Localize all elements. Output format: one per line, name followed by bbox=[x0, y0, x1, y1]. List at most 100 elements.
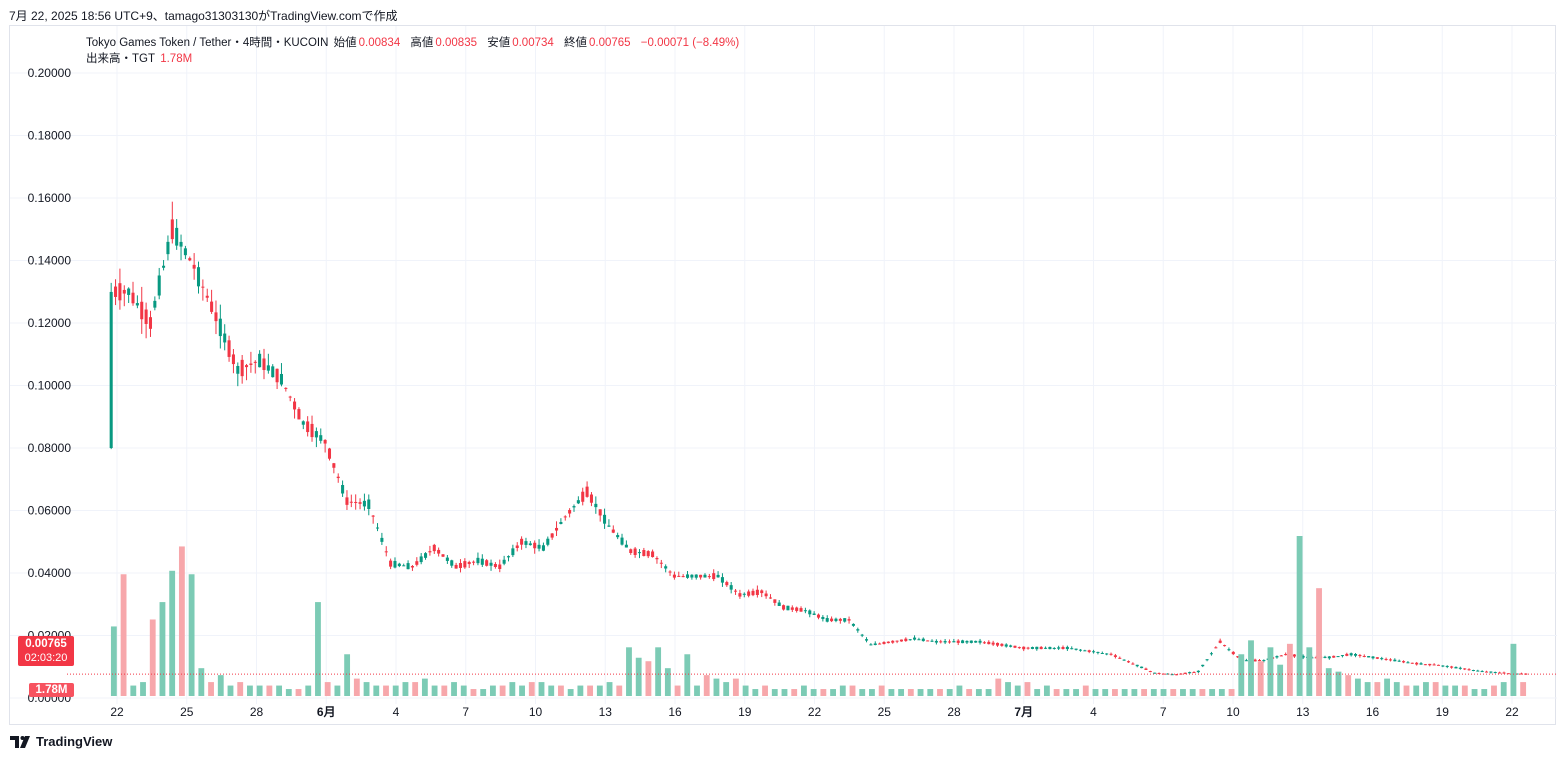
volume-bar bbox=[1131, 689, 1138, 696]
legend-ohlc-row: Tokyo Games Token / Tether・4時間・KUCOIN 始値… bbox=[86, 35, 746, 51]
candle-body bbox=[581, 491, 585, 502]
candle-body bbox=[467, 561, 471, 565]
candle-body bbox=[598, 509, 602, 516]
volume-bar bbox=[1267, 647, 1274, 696]
candle-body bbox=[472, 561, 476, 563]
legend-volume-row: 出来高・TGT 1.78M bbox=[86, 51, 746, 67]
legend-low-value: 0.00734 bbox=[512, 37, 554, 49]
candle-body bbox=[790, 607, 794, 610]
candle-body bbox=[1493, 672, 1497, 674]
candle-body bbox=[668, 571, 672, 573]
volume-bar bbox=[383, 685, 389, 696]
volume-bar bbox=[1374, 682, 1381, 696]
candle-body bbox=[585, 486, 589, 497]
volume-bar bbox=[1423, 682, 1429, 696]
candle-body bbox=[1048, 646, 1052, 650]
candle-body bbox=[419, 556, 423, 563]
volume-bar bbox=[927, 689, 934, 696]
x-tick-label: 22 bbox=[1505, 705, 1519, 719]
volume-bar bbox=[1121, 689, 1128, 696]
candle-body bbox=[1065, 646, 1069, 650]
candle-body bbox=[1009, 645, 1013, 647]
candle-body bbox=[803, 610, 807, 612]
volume-bar bbox=[392, 685, 399, 696]
candle-body bbox=[1057, 647, 1061, 649]
tradingview-brand: TradingView bbox=[36, 734, 113, 749]
candle-body bbox=[131, 292, 135, 304]
candle-body bbox=[393, 560, 397, 568]
candle-body bbox=[611, 529, 615, 533]
volume-bar bbox=[567, 689, 574, 696]
candle-body bbox=[747, 591, 751, 596]
volume-bar bbox=[946, 689, 953, 696]
candle-body bbox=[1284, 654, 1288, 656]
candle-body bbox=[589, 494, 593, 503]
volume-bar bbox=[276, 685, 283, 696]
volume-bar bbox=[966, 689, 973, 696]
candle-body bbox=[917, 639, 921, 641]
candle-body bbox=[196, 267, 201, 287]
x-tick-label: 22 bbox=[808, 705, 822, 719]
volume-bar bbox=[1199, 689, 1206, 696]
candle-body bbox=[624, 544, 628, 548]
candle-body bbox=[812, 613, 816, 615]
candle-body bbox=[541, 545, 545, 551]
candle-body bbox=[751, 590, 755, 596]
y-tick-label: 0.14000 bbox=[28, 254, 72, 268]
volume-bar bbox=[1209, 689, 1216, 696]
candle-body bbox=[1428, 663, 1432, 666]
volume-bar bbox=[1413, 685, 1420, 696]
candle-body bbox=[851, 623, 855, 626]
chart-frame[interactable]: 0.20000 0.18000 0.16000 0.14000 0.12000 0.100… bbox=[9, 25, 1557, 726]
candle-body bbox=[1231, 651, 1235, 655]
volume-bar bbox=[178, 546, 185, 696]
candle-body bbox=[135, 303, 139, 306]
volume-bar bbox=[470, 689, 477, 696]
tradingview-logo-icon bbox=[10, 735, 30, 748]
candle-body bbox=[389, 560, 393, 567]
candle-body bbox=[1236, 656, 1240, 658]
candle-body bbox=[463, 561, 467, 568]
volume-bar bbox=[1481, 689, 1488, 696]
candle-body bbox=[1052, 647, 1056, 649]
candle-body bbox=[952, 641, 956, 643]
volume-bar bbox=[489, 685, 496, 696]
volume-bar bbox=[859, 689, 866, 696]
volume-bar bbox=[742, 685, 749, 696]
candle-body bbox=[1022, 646, 1026, 650]
volume-bar bbox=[412, 682, 419, 696]
legend-symbol[interactable]: Tokyo Games Token / Tether・4時間・KUCOIN bbox=[86, 37, 329, 49]
candle-body bbox=[297, 409, 301, 420]
candle-body bbox=[1004, 644, 1008, 647]
volume-bar bbox=[1510, 643, 1517, 696]
candle-body bbox=[1078, 649, 1082, 651]
candle-body bbox=[895, 640, 899, 642]
volume-bar bbox=[353, 678, 360, 696]
candle-body bbox=[685, 574, 690, 578]
x-tick-label: 7 bbox=[1160, 705, 1167, 719]
candle-body bbox=[1148, 671, 1152, 673]
volume-bar bbox=[596, 685, 603, 696]
volume-bar bbox=[1073, 689, 1079, 696]
candle-body bbox=[969, 640, 973, 643]
volume-bar bbox=[120, 574, 127, 696]
candle-body bbox=[349, 501, 353, 503]
candle-body bbox=[122, 289, 126, 294]
candle-body bbox=[995, 642, 1000, 646]
volume-bar bbox=[421, 678, 428, 696]
candlestick-chart[interactable]: 0.20000 0.18000 0.16000 0.14000 0.12000 0.100… bbox=[10, 26, 1557, 726]
tradingview-footer[interactable]: TradingView bbox=[10, 734, 112, 749]
candle-body bbox=[301, 421, 305, 425]
candle-body bbox=[397, 563, 401, 567]
volume-bar bbox=[888, 689, 895, 696]
y-tick-label: 0.04000 bbox=[28, 566, 72, 580]
volume-bar bbox=[208, 682, 214, 696]
candle-body bbox=[489, 562, 493, 566]
candle-body bbox=[1502, 672, 1506, 674]
candle-body bbox=[1458, 667, 1462, 669]
candle-body bbox=[816, 614, 821, 618]
volume-bar bbox=[1112, 689, 1118, 696]
candle-body bbox=[974, 640, 978, 643]
candle-body bbox=[1192, 672, 1196, 674]
legend-high-label: 高値 bbox=[410, 37, 434, 49]
